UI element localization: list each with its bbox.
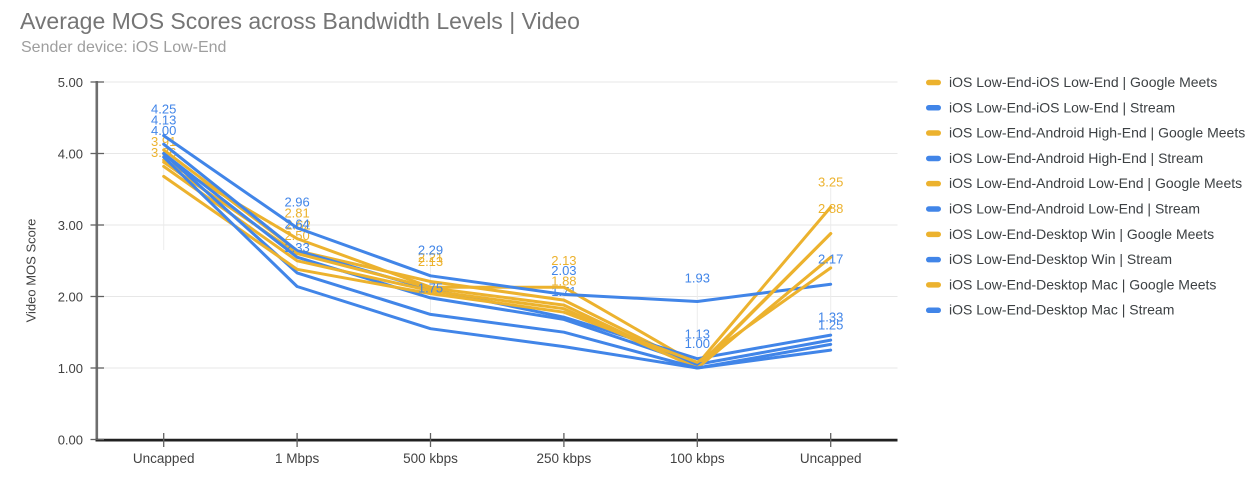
svg-text:Uncapped: Uncapped: [800, 451, 862, 466]
svg-text:1.75: 1.75: [418, 280, 443, 295]
svg-text:3.25: 3.25: [818, 174, 843, 189]
svg-text:2.96: 2.96: [284, 195, 309, 210]
svg-text:iOS Low-End-Android High-End |: iOS Low-End-Android High-End | Stream: [949, 150, 1203, 166]
svg-text:1.00: 1.00: [685, 336, 710, 351]
svg-text:iOS Low-End-Desktop Mac | Stre: iOS Low-End-Desktop Mac | Stream: [949, 302, 1174, 318]
svg-text:1 Mbps: 1 Mbps: [275, 451, 320, 466]
svg-text:2.13: 2.13: [418, 254, 443, 269]
svg-text:4.00: 4.00: [58, 146, 83, 161]
svg-text:3.91: 3.91: [151, 134, 176, 149]
svg-text:4.13: 4.13: [151, 113, 176, 128]
svg-text:2.64: 2.64: [284, 217, 309, 232]
svg-text:500 kbps: 500 kbps: [403, 451, 458, 466]
svg-text:1.00: 1.00: [58, 361, 83, 376]
svg-text:2.03: 2.03: [551, 263, 576, 278]
svg-text:2.13: 2.13: [551, 253, 576, 268]
svg-text:iOS Low-End-Android Low-End |: iOS Low-End-Android Low-End | Google Mee…: [949, 175, 1242, 191]
svg-text:2.00: 2.00: [58, 289, 83, 304]
svg-text:iOS Low-End-iOS Low-End | Stre: iOS Low-End-iOS Low-End | Stream: [949, 99, 1175, 115]
svg-text:250 kbps: 250 kbps: [537, 451, 592, 466]
svg-text:1.93: 1.93: [685, 271, 710, 286]
svg-text:2.21: 2.21: [418, 250, 443, 265]
svg-text:2.81: 2.81: [284, 206, 309, 221]
svg-text:iOS Low-End-Android High-End |: iOS Low-End-Android High-End | Google Me…: [949, 125, 1245, 141]
svg-text:5.00: 5.00: [58, 75, 83, 90]
svg-text:3.00: 3.00: [58, 218, 83, 233]
svg-text:4.00: 4.00: [151, 123, 176, 138]
svg-text:100 kbps: 100 kbps: [670, 451, 725, 466]
svg-text:iOS Low-End-Android Low-End |: iOS Low-End-Android Low-End | Stream: [949, 201, 1200, 217]
svg-text:1.13: 1.13: [685, 327, 710, 342]
svg-text:2.17: 2.17: [818, 252, 843, 267]
svg-text:1.25: 1.25: [818, 318, 843, 333]
svg-text:Video MOS Score: Video MOS Score: [24, 219, 39, 323]
svg-text:2.29: 2.29: [418, 243, 443, 258]
svg-text:0.00: 0.00: [58, 432, 83, 447]
svg-text:Uncapped: Uncapped: [133, 451, 195, 466]
svg-text:iOS Low-End-iOS Low-End | Goog: iOS Low-End-iOS Low-End | Google Meets: [949, 74, 1217, 90]
svg-text:1.88: 1.88: [551, 274, 576, 289]
svg-text:2.62: 2.62: [285, 218, 310, 233]
svg-text:4.25: 4.25: [151, 102, 176, 117]
svg-text:1.33: 1.33: [818, 309, 843, 324]
svg-text:iOS Low-End-Desktop Win | Goog: iOS Low-End-Desktop Win | Google Meets: [949, 226, 1214, 242]
svg-text:iOS Low-End-Desktop Mac | Goog: iOS Low-End-Desktop Mac | Google Meets: [949, 276, 1216, 292]
svg-text:2.33: 2.33: [284, 240, 309, 255]
svg-text:iOS Low-End-Desktop Win | Stre: iOS Low-End-Desktop Win | Stream: [949, 251, 1172, 267]
